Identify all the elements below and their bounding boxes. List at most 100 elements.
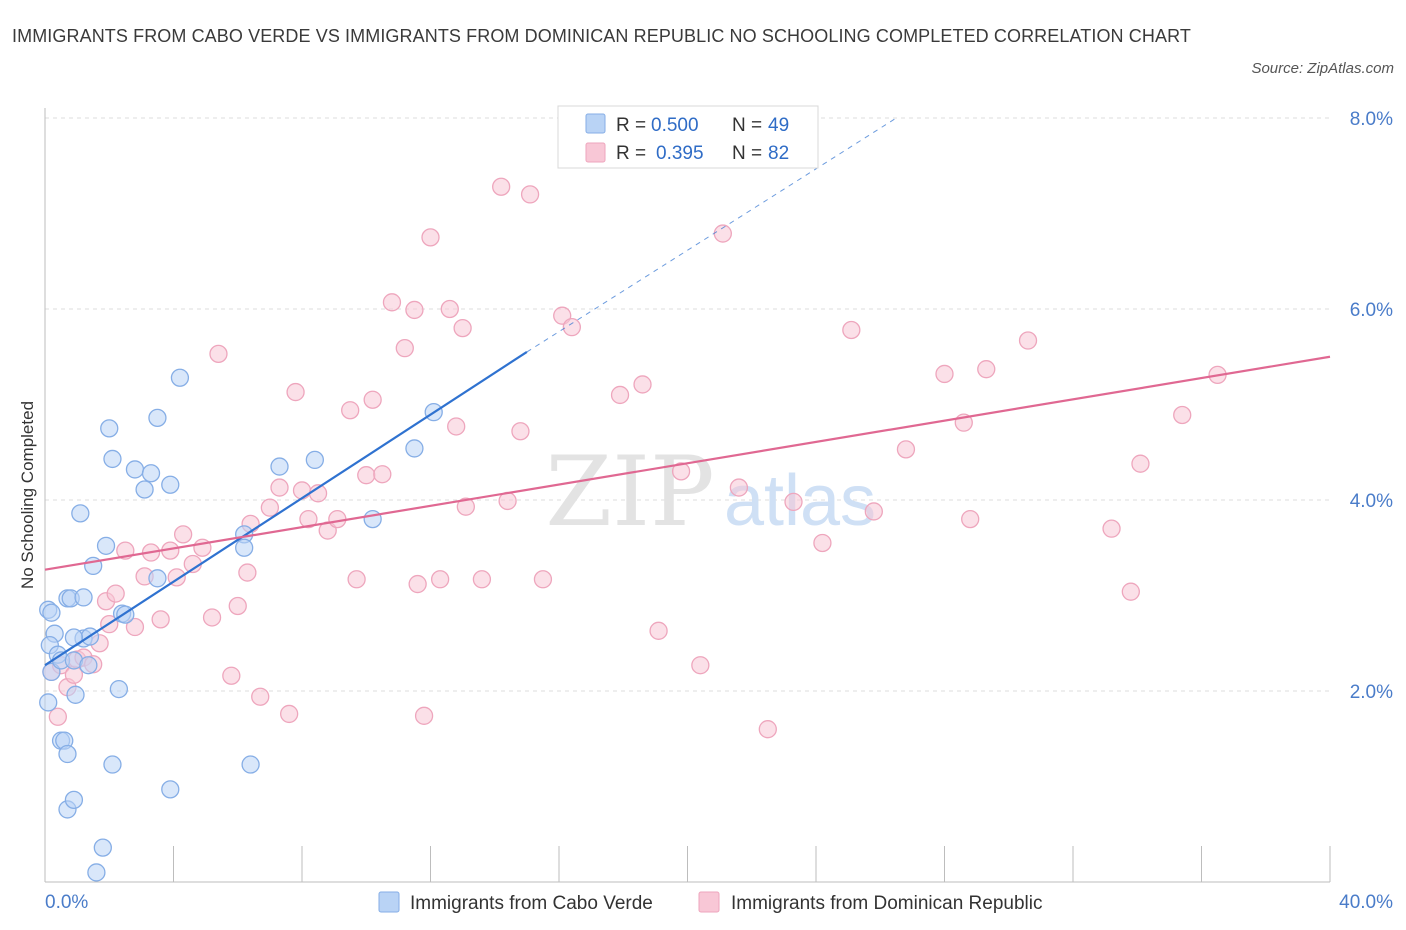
dominican-point (228, 596, 247, 616)
dominican-point (1131, 454, 1150, 473)
cabo-verde-trend-line (44, 351, 528, 667)
dominican-point (784, 492, 803, 512)
cabo-verde-point (109, 679, 129, 699)
cabo-verde-point (42, 603, 61, 622)
dominican-point (671, 462, 691, 481)
cabo-verde-point (125, 460, 145, 479)
dominican-point (347, 570, 366, 589)
cabo-verde-point (87, 863, 106, 882)
y-tick-label: 8.0% (1350, 109, 1393, 130)
dominican-point (961, 509, 980, 529)
dominican-point (533, 570, 553, 589)
dominican-point (408, 574, 427, 594)
cabo-verde-point (103, 449, 122, 469)
dominican-point (758, 720, 777, 739)
legend-n-value-1: 49 (768, 115, 789, 136)
dominican-point (421, 228, 440, 247)
cabo-verde-point (96, 536, 116, 555)
bottom-legend-swatch-blue (378, 891, 400, 913)
dominican-point (238, 563, 257, 582)
cabo-verde-point (58, 744, 77, 764)
dominican-point (440, 299, 459, 319)
dominican-point (151, 610, 170, 629)
y-axis-title: No Schooling Completed (18, 401, 37, 589)
dominican-trend-line (44, 355, 1331, 571)
cabo-verde-point (74, 588, 93, 607)
dominican-point (842, 320, 861, 340)
dominican-point (511, 422, 530, 441)
dominican-point (48, 707, 67, 726)
cabo-verde-point (64, 790, 84, 810)
dominican-point (405, 300, 424, 320)
dominican-point (202, 608, 222, 627)
dominican-point (328, 509, 347, 529)
cabo-verde-point (161, 475, 180, 494)
cabo-verde-point (235, 538, 254, 557)
y-tick-label: 2.0% (1350, 682, 1393, 703)
cabo-verde-point (161, 780, 180, 799)
series-legend: Immigrants from Cabo Verde Immigrants fr… (378, 891, 1043, 914)
dominican-point (649, 621, 668, 640)
cabo-verde-point (39, 693, 58, 712)
dominican-point (453, 318, 472, 338)
legend-n-label-1: N = (732, 115, 762, 136)
dominican-point (430, 570, 450, 589)
legend-n-value-2: 82 (768, 143, 789, 164)
dominican-point (286, 382, 305, 402)
trend-lines (44, 117, 1331, 667)
dominican-point (395, 339, 414, 358)
cabo-verde-point (405, 439, 424, 458)
x-tick-label-min: 0.0% (45, 892, 88, 913)
cabo-verde-point (270, 457, 289, 476)
dominican-point (896, 440, 916, 459)
source-label: Source: ZipAtlas.com (1251, 60, 1394, 77)
dominican-point (292, 481, 312, 500)
dominican-point (270, 478, 289, 497)
dominican-point (813, 533, 832, 553)
dominican-point (279, 704, 299, 724)
dominican-point (414, 706, 434, 725)
cabo-verde-point (170, 368, 190, 387)
bottom-legend-label-blue: Immigrants from Cabo Verde (410, 893, 653, 914)
cabo-verde-point (305, 450, 325, 470)
legend-r-value-2: 0.395 (656, 143, 704, 164)
y-tick-label: 6.0% (1350, 300, 1393, 321)
cabo-verde-point (135, 480, 154, 499)
dominican-point (341, 401, 360, 420)
dominican-point (1018, 331, 1038, 350)
dominican-point (222, 666, 241, 685)
legend-swatch-pink (585, 142, 606, 163)
cabo-verde-point (363, 509, 382, 529)
dominican-point (260, 498, 280, 517)
dominican-point (299, 509, 318, 529)
dominican-point (456, 497, 475, 516)
cabo-verde-point (148, 569, 167, 588)
dominican-point (357, 466, 376, 485)
dominican-point (691, 656, 710, 675)
dominican-point (106, 584, 125, 603)
bottom-legend-label-pink: Immigrants from Dominican Republic (731, 893, 1043, 914)
cabo-verde-point (103, 755, 122, 774)
watermark: ZIP atlas (545, 436, 876, 548)
dominican-point (935, 364, 954, 384)
dominican-point (472, 570, 492, 589)
dominican-point (251, 687, 270, 706)
dominican-point (864, 502, 883, 521)
dominican-point (977, 360, 996, 379)
cabo-verde-point (141, 464, 161, 483)
dominican-point (562, 317, 581, 337)
dominican-point (1121, 582, 1140, 601)
dominican-point (1173, 405, 1192, 425)
watermark-zip: ZIP (545, 436, 714, 548)
dominican-point (492, 177, 511, 196)
dominican-point (520, 185, 540, 204)
cabo-verde-point (100, 419, 119, 438)
dominican-point (447, 417, 466, 436)
dominican-point (363, 390, 382, 409)
y-tick-label: 4.0% (1350, 491, 1393, 512)
cabo-verde-point (148, 408, 167, 428)
cabo-verde-point (93, 838, 112, 857)
legend-r-label-1: R = (616, 115, 646, 136)
dominican-point (125, 617, 145, 637)
